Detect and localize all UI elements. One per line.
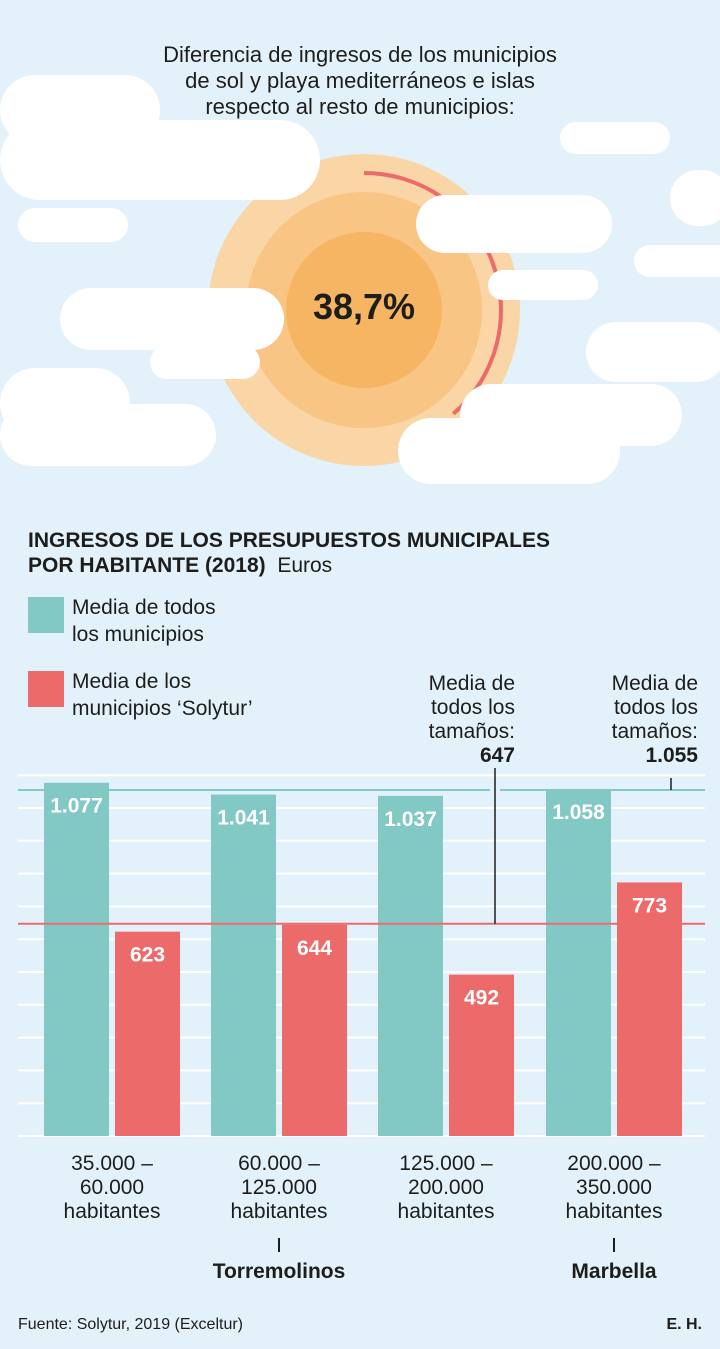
highlight-tick <box>278 1238 280 1252</box>
legend-line: Media de todos <box>72 596 216 619</box>
cloud <box>560 122 670 154</box>
chart-title-line: POR HABITANTE (2018) <box>28 554 266 577</box>
bar-chart: 1.077 1.041 1.037 1.058 623 644 492 773 <box>18 768 705 1137</box>
cloud <box>18 208 128 242</box>
percentage-arc <box>363 171 503 416</box>
bar-solytur <box>449 974 514 1136</box>
legend-label-all: Media de todos los municipios <box>72 594 216 648</box>
bar-label: 623 <box>130 944 165 967</box>
category-label: 60.000 –125.000 habitantes <box>194 1152 364 1224</box>
legend-label-solytur: Media de los municipios ‘Solytur’ <box>72 668 253 722</box>
title-line: Diferencia de ingresos de los municipios <box>163 42 557 67</box>
category-line: habitantes <box>63 1200 161 1223</box>
bar-label: 1.041 <box>217 807 270 830</box>
legend-line: municipios ‘Solytur’ <box>72 697 253 720</box>
note-line: Media de <box>611 672 698 695</box>
legend-line: Media de los <box>72 670 192 693</box>
bar-all <box>211 794 276 1136</box>
category-line: 200.000 <box>408 1176 484 1199</box>
category-line: 125.000 <box>241 1176 317 1199</box>
cloud <box>416 195 612 253</box>
cloud <box>634 245 720 277</box>
bar-solytur <box>115 931 180 1136</box>
cloud <box>0 120 320 200</box>
cloud <box>0 404 216 466</box>
bar-label: 492 <box>464 987 499 1010</box>
cloud <box>488 270 598 300</box>
category-line: 350.000 <box>576 1176 652 1199</box>
note-line: todos los <box>613 696 698 719</box>
bar-label: 1.058 <box>552 801 605 824</box>
category-line: habitantes <box>230 1200 328 1223</box>
bar-label: 773 <box>632 894 667 917</box>
note-line: todos los <box>430 696 515 719</box>
highlight-tick <box>613 1238 615 1252</box>
bar-label: 644 <box>297 937 332 960</box>
cloud <box>398 418 620 484</box>
reference-note-647: Media de todos los tamaños: 647 <box>429 672 515 768</box>
category-line: 125.000 – <box>399 1152 493 1175</box>
legend-line: los municipios <box>72 623 204 646</box>
percentage-label: 38,7% <box>312 286 416 327</box>
bar-solytur <box>282 924 347 1136</box>
category-line: 60.000 – <box>238 1152 320 1175</box>
category-line: 60.000 <box>79 1176 145 1199</box>
chart-unit: Euros <box>277 554 333 577</box>
cloud <box>586 322 720 382</box>
bar-label: 1.077 <box>50 795 103 818</box>
bar-all <box>44 782 109 1136</box>
cloud <box>150 345 260 379</box>
legend-swatch-red <box>28 671 64 707</box>
category-label: 35.000 –60.000 habitantes <box>27 1152 197 1224</box>
legend-swatch-teal <box>28 597 64 633</box>
header-title: Diferencia de ingresos de los municipios… <box>0 42 720 120</box>
note-line: tamaños: <box>428 720 515 743</box>
title-line: de sol y playa mediterráneos e islas <box>185 68 535 93</box>
highlight-label: Marbella <box>571 1260 657 1283</box>
highlight-label: Torremolinos <box>212 1260 346 1283</box>
category-label: 125.000 –200.000 habitantes <box>361 1152 531 1224</box>
note-line: tamaños: <box>611 720 698 743</box>
category-line: habitantes <box>397 1200 495 1223</box>
category-line: 35.000 – <box>71 1152 153 1175</box>
bar-label: 1.037 <box>384 808 437 831</box>
bar-all <box>546 788 611 1136</box>
note-value: 647 <box>479 744 515 767</box>
note-line: Media de <box>428 672 515 695</box>
cloud <box>670 170 720 226</box>
title-line: respecto al resto de municipios: <box>205 94 515 119</box>
reference-note-1055: Media de todos los tamaños: 1.055 <box>612 672 698 768</box>
bar-all <box>378 795 443 1136</box>
category-line: 200.000 – <box>567 1152 661 1175</box>
bar-solytur <box>617 882 682 1136</box>
sun-inner <box>286 232 442 388</box>
cloud <box>60 288 284 350</box>
source-note: Fuente: Solytur, 2019 (Exceltur) <box>18 1316 243 1333</box>
note-value: 1.055 <box>645 744 698 767</box>
credit: E. H. <box>666 1316 702 1333</box>
category-line: habitantes <box>565 1200 663 1223</box>
chart-title-line: INGRESOS DE LOS PRESUPUESTOS MUNICIPALES <box>28 529 550 552</box>
category-label: 200.000 –350.000 habitantes <box>529 1152 699 1224</box>
chart-title: INGRESOS DE LOS PRESUPUESTOS MUNICIPALES… <box>28 528 550 578</box>
